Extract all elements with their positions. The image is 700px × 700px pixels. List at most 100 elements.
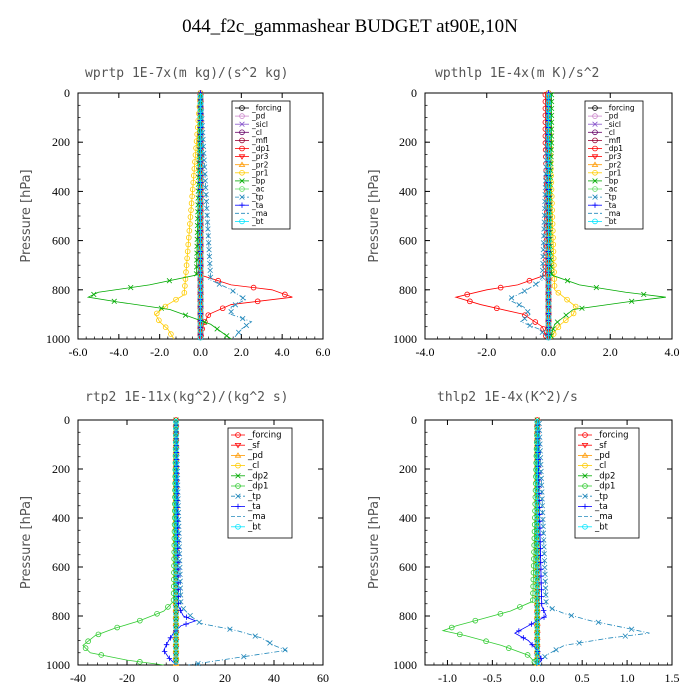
data-point [184, 248, 191, 255]
data-point [534, 508, 541, 514]
x-tick-label: 0.0 [193, 345, 208, 359]
data-point [174, 470, 180, 476]
data-point [534, 439, 541, 446]
data-point [550, 326, 556, 332]
y-tick-label: 1000 [46, 658, 70, 672]
data-point [595, 619, 602, 626]
legend-marker [592, 170, 598, 176]
data-point [534, 631, 541, 638]
legend-entry: _ta [231, 502, 261, 512]
series-bt [197, 93, 204, 341]
legend-entry: _ma [588, 209, 621, 218]
x-tick-label: -6.0 [69, 345, 88, 359]
data-point [171, 535, 178, 542]
data-point [173, 638, 179, 645]
data-point [158, 305, 165, 311]
data-point [173, 549, 179, 555]
data-point [197, 231, 204, 238]
data-point [197, 293, 204, 299]
data-point [183, 269, 189, 275]
data-point [175, 593, 182, 600]
data-point [173, 659, 179, 665]
legend-label: _forcing [251, 104, 282, 113]
data-point [534, 562, 541, 569]
data-point [538, 587, 545, 593]
data-point [540, 607, 547, 614]
legend-label: _pr1 [604, 168, 622, 177]
series-bt [534, 418, 541, 665]
data-point [457, 631, 463, 638]
legend-marker [582, 462, 588, 469]
legend-label: _forcing [247, 431, 282, 441]
data-point [197, 224, 204, 231]
data-point [534, 597, 541, 603]
data-point [545, 128, 552, 134]
data-point [551, 283, 558, 289]
legend-entry: _ac [235, 185, 264, 194]
data-point [196, 619, 202, 626]
x-tick-label: 4.0 [665, 345, 680, 359]
legend-marker [581, 443, 589, 449]
x-tick-label: 2.0 [234, 345, 249, 359]
data-point [516, 302, 522, 308]
data-point [543, 599, 549, 605]
data-point [545, 238, 552, 244]
legend-entry: _pr1 [588, 168, 622, 177]
legend-label: _cl [247, 461, 259, 471]
data-point [622, 633, 628, 639]
data-point [540, 260, 546, 267]
y-axis-label: Pressure [hPa] [19, 496, 34, 589]
data-point [534, 576, 541, 583]
data-point [545, 107, 552, 114]
data-point [173, 583, 179, 590]
chart-panel-2: wpthlp 1E-4x(m K)/s^2 Pressure [hPa] -4.0 -… [367, 66, 680, 359]
data-point [174, 484, 180, 490]
data-point [183, 262, 190, 269]
data-point [629, 298, 635, 305]
y-tick-label: 1000 [393, 332, 417, 346]
data-point [534, 521, 541, 528]
data-point [530, 576, 537, 583]
legend-entry: _sicl [588, 120, 621, 129]
data-point [497, 610, 504, 617]
legend-label: _ta [604, 201, 616, 210]
data-point [197, 245, 204, 251]
data-point [545, 245, 552, 251]
legend-marker [582, 523, 588, 530]
legend-label: _ma [251, 209, 268, 218]
data-point [538, 593, 545, 600]
legend-marker [582, 432, 588, 438]
legend-marker [235, 523, 241, 530]
data-point [538, 559, 544, 566]
y-tick-label: 200 [52, 135, 70, 149]
legend-entry: _cl [235, 128, 262, 137]
y-tick-label: 0 [64, 413, 70, 427]
data-point [545, 183, 552, 189]
data-point [173, 418, 179, 425]
data-point [534, 659, 541, 665]
legend-label: _dp1 [594, 482, 615, 492]
data-point [173, 624, 179, 631]
legend-marker [592, 218, 598, 225]
data-point [173, 432, 179, 439]
y-tick-label: 600 [399, 234, 417, 248]
data-point [219, 305, 226, 312]
data-point [188, 207, 194, 213]
data-point [182, 276, 189, 282]
data-point [168, 331, 174, 337]
legend-entry: _pr2 [235, 160, 269, 169]
legend-entry: _pr2 [588, 160, 622, 169]
legend-label: _sicl [604, 120, 621, 129]
legend-entry: _tp [578, 492, 608, 502]
legend-label: _cl [251, 128, 262, 137]
legend-entry: _ta [578, 502, 608, 512]
data-point [497, 284, 504, 291]
data-point [535, 470, 542, 476]
legend-entry: _ta [235, 201, 263, 210]
x-tick-label: -0.5 [483, 671, 502, 685]
data-point [535, 648, 541, 655]
series-bp [86, 92, 232, 340]
legend-marker [592, 129, 598, 136]
data-point [545, 134, 552, 141]
data-point [173, 576, 179, 583]
